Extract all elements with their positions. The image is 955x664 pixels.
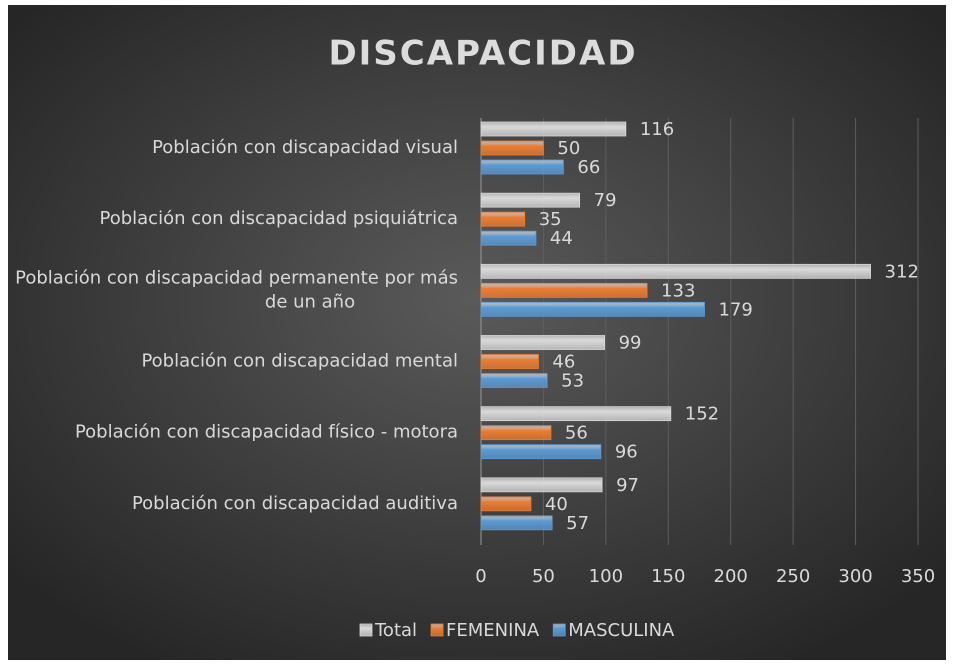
y-tick-label: Población con discapacidad permanente po… <box>15 267 458 312</box>
data-label: 179 <box>718 299 752 320</box>
legend-label: MASCULINA <box>568 620 675 641</box>
x-tick-label: 250 <box>776 566 810 587</box>
chart-title: DISCAPACIDAD <box>328 34 637 74</box>
legend-label: FEMENINA <box>446 620 540 641</box>
bar <box>480 211 526 227</box>
x-tick-label: 100 <box>589 566 623 587</box>
bar <box>480 477 603 493</box>
y-tick-label: Población con discapacidad visual <box>152 137 458 158</box>
bar <box>480 140 544 156</box>
bar <box>480 373 548 388</box>
bar <box>480 425 552 441</box>
data-label: 312 <box>885 261 919 282</box>
y-tick-label: Población con discapacidad psiquiátrica <box>99 208 458 229</box>
y-tick-label: Población con discapacidad mental <box>141 351 458 372</box>
data-label: 99 <box>619 333 642 354</box>
data-label: 50 <box>557 138 580 159</box>
bar <box>480 301 705 317</box>
data-label: 96 <box>615 442 638 463</box>
data-label: 57 <box>566 513 589 534</box>
bar <box>480 192 581 208</box>
x-tick-label: 150 <box>651 566 685 587</box>
data-label: 66 <box>577 157 600 178</box>
legend-swatch <box>430 623 444 637</box>
x-tick-label: 50 <box>532 566 555 587</box>
data-label: 97 <box>616 475 639 496</box>
data-label: 40 <box>545 494 568 515</box>
data-label: 53 <box>561 371 584 392</box>
data-label: 79 <box>594 190 617 211</box>
x-tick-label: 200 <box>714 566 748 587</box>
data-label: 56 <box>565 423 588 444</box>
y-tick-label: Población con discapacidad físico - moto… <box>75 422 458 443</box>
data-label: 116 <box>640 119 674 140</box>
x-tick-label: 300 <box>838 566 872 587</box>
bar <box>480 335 606 350</box>
bar <box>480 230 537 246</box>
bar <box>480 354 539 369</box>
legend-label: Total <box>374 620 417 641</box>
data-label: 133 <box>661 280 695 301</box>
bar <box>480 159 564 175</box>
data-label: 44 <box>550 228 573 249</box>
data-label: 35 <box>539 209 562 230</box>
bar <box>480 515 553 531</box>
chart-background <box>8 5 946 660</box>
y-tick-label: Población con discapacidad auditiva <box>132 493 458 514</box>
bar <box>480 282 648 298</box>
data-label: 152 <box>685 404 719 425</box>
legend-swatch <box>552 623 566 637</box>
legend-swatch <box>359 623 373 637</box>
bar <box>480 263 871 279</box>
data-label: 46 <box>552 352 575 373</box>
bar <box>480 496 532 512</box>
bar <box>480 121 627 137</box>
bar <box>480 444 602 460</box>
x-tick-label: 0 <box>475 566 486 587</box>
bar <box>480 406 672 422</box>
x-tick-label: 350 <box>901 566 935 587</box>
